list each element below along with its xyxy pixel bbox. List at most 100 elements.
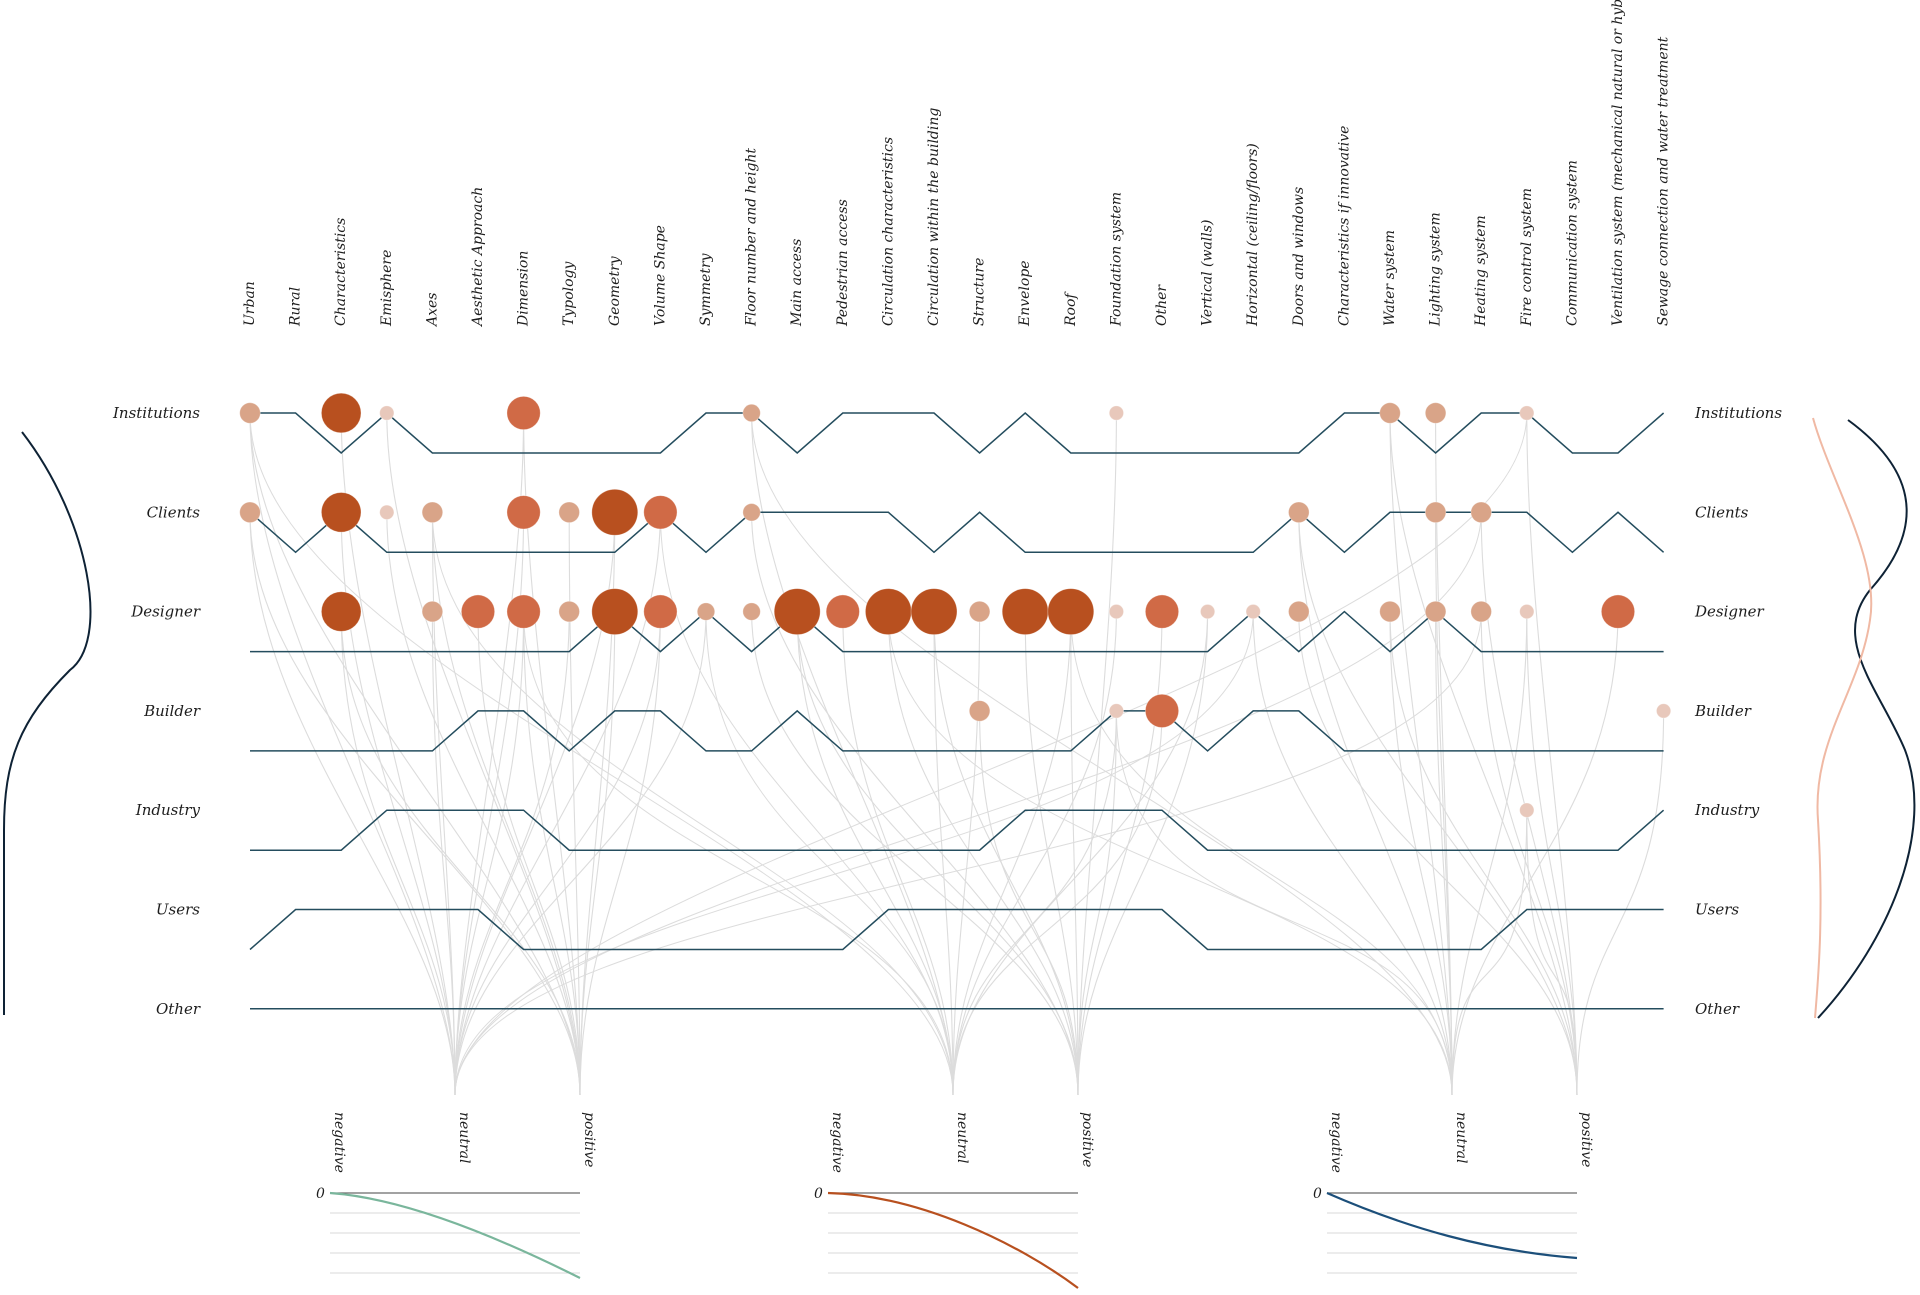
circle-designer-circulation-characteristics xyxy=(865,588,912,635)
connector-line xyxy=(1389,611,1453,1096)
circle-designer-water-system xyxy=(1379,600,1401,623)
circle-builder-foundation-system xyxy=(1108,703,1124,719)
connector-line xyxy=(340,611,581,1096)
connector-line xyxy=(523,611,954,1096)
column-label-rural: Rural xyxy=(288,287,304,327)
circle-clients-geometry xyxy=(591,488,639,536)
circle-clients-dimension xyxy=(506,495,541,530)
column-label-volume-shape: Volume Shape xyxy=(652,225,668,326)
circle-industry-fire-control-system xyxy=(1519,802,1535,818)
column-label-axes: Axes xyxy=(424,293,440,328)
circle-designer-typology xyxy=(558,600,580,623)
connector-line xyxy=(568,512,581,1096)
circle-institutions-foundation-system xyxy=(1108,405,1124,421)
circle-institutions-lighting-system xyxy=(1424,402,1447,424)
sentiment-zero-label: 0 xyxy=(1313,1186,1322,1202)
connector-line xyxy=(979,710,1079,1096)
connector-line xyxy=(579,611,616,1096)
step-line-industry xyxy=(250,809,1665,851)
row-label-left-industry: Industry xyxy=(135,801,201,819)
connector-line xyxy=(249,412,954,1096)
row-label-right-industry: Industry xyxy=(1694,801,1760,819)
circle-designer-doors-and-windows xyxy=(1288,600,1310,623)
circle-designer-axes xyxy=(421,600,444,623)
circle-designer-other xyxy=(1144,594,1180,629)
connector-line xyxy=(1451,810,1528,1096)
row-label-left-designer: Designer xyxy=(130,603,201,621)
column-label-structure: Structure xyxy=(972,258,988,326)
connector-line xyxy=(249,512,456,1096)
circle-designer-heating-system xyxy=(1470,600,1492,623)
circle-clients-typology xyxy=(558,501,580,524)
column-label-circulation-within-the-building: Circulation within the building xyxy=(926,108,942,326)
connector-line xyxy=(751,412,954,1096)
connector-line xyxy=(454,611,570,1096)
connector-line xyxy=(454,611,525,1096)
row-label-left-users: Users xyxy=(156,901,200,919)
column-label-symmetry: Symmetry xyxy=(698,252,714,326)
circle-designer-vertical-walls xyxy=(1200,604,1216,620)
sentiment-label-positive: positive xyxy=(581,1112,597,1167)
connector-line xyxy=(477,611,581,1096)
step-lines xyxy=(249,412,1665,1010)
row-label-right-other: Other xyxy=(1695,1000,1740,1018)
connector-line xyxy=(1252,611,1453,1096)
column-label-envelope: Envelope xyxy=(1017,260,1033,327)
column-label-communication-system: Communication system xyxy=(1564,160,1580,326)
side-distribution-curves xyxy=(3,417,1916,1019)
circle-clients-doors-and-windows xyxy=(1288,501,1310,524)
column-labels: Urban Rural Characteristics Emisphere Axes Ae… xyxy=(242,0,1672,328)
step-line-users xyxy=(249,908,1664,951)
connector-line xyxy=(1389,412,1453,1096)
connector-line xyxy=(1077,611,1209,1096)
connector-line xyxy=(340,611,456,1096)
step-line-clients xyxy=(249,511,1665,554)
sentiment-label-negative: negative xyxy=(829,1112,845,1173)
right-distribution-curve xyxy=(1817,419,1916,1019)
connector-line xyxy=(887,611,1453,1096)
connector-line xyxy=(705,611,954,1096)
circle-designer-symmetry xyxy=(696,602,716,621)
right-pink-distribution-curve xyxy=(1812,417,1873,1019)
circle-institutions-fire-control-system xyxy=(1519,405,1535,421)
circle-institutions-characteristics xyxy=(320,392,362,434)
column-label-characteristics-if-innovative: Characteristics if innovative xyxy=(1336,126,1352,326)
connector-line xyxy=(933,611,1079,1096)
connector-line xyxy=(1526,611,1578,1096)
connector-line xyxy=(796,611,954,1096)
circle-clients-characteristics xyxy=(320,492,362,533)
column-label-water-system: Water system xyxy=(1382,230,1398,326)
connector-line xyxy=(1298,512,1453,1096)
circle-clients-urban xyxy=(239,501,261,524)
connector-line xyxy=(386,412,581,1096)
connector-line xyxy=(952,710,1163,1096)
row-labels: Institutions Institutions Clients Clients De… xyxy=(112,404,1782,1018)
connector-line xyxy=(751,611,1079,1096)
circle-clients-heating-system xyxy=(1470,501,1492,524)
circle-designer-horizontal-ceiling-floors xyxy=(1245,604,1261,620)
value-circles xyxy=(239,392,1672,818)
connector-line xyxy=(454,611,707,1096)
column-label-horizontal-ceiling-floors: Horizontal (ceiling/floors) xyxy=(1245,143,1261,327)
connector-line xyxy=(249,412,456,1096)
connector-line xyxy=(796,611,1079,1096)
row-label-left-other: Other xyxy=(156,1000,201,1018)
connector-line xyxy=(1480,611,1578,1096)
row-label-left-clients: Clients xyxy=(147,503,201,521)
sentiment-curve xyxy=(827,1191,1079,1289)
column-label-doors-and-windows: Doors and windows xyxy=(1291,187,1307,327)
column-label-typology: Typology xyxy=(561,260,577,326)
connector-line xyxy=(454,611,661,1096)
step-line-builder xyxy=(250,709,1664,752)
column-label-foundation-system: Foundation system xyxy=(1108,192,1124,327)
sentiment-panels: negative neutral positive 0 negative neutral p… xyxy=(316,1112,1594,1289)
row-label-right-clients: Clients xyxy=(1695,503,1749,521)
connector-line xyxy=(933,611,954,1096)
column-label-emisphere: Emisphere xyxy=(379,250,395,327)
row-label-right-designer: Designer xyxy=(1694,603,1765,621)
column-label-lighting-system: Lighting system xyxy=(1428,212,1444,327)
column-label-roof: Roof xyxy=(1063,291,1079,327)
connector-line xyxy=(1389,412,1578,1096)
circle-institutions-water-system xyxy=(1379,402,1401,424)
circle-designer-pedestrian-access xyxy=(825,594,860,629)
